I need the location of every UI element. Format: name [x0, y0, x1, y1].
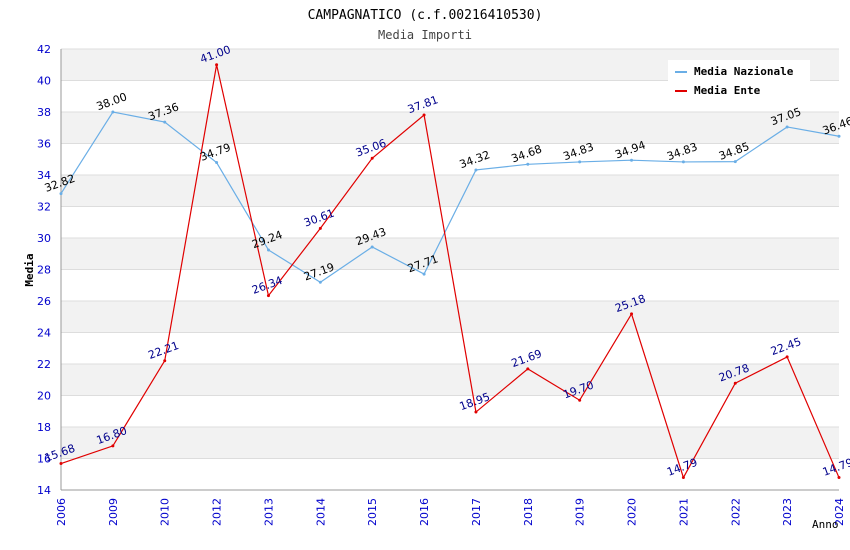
x-axis-label: Anno [812, 518, 839, 531]
legend: Media Nazionale Media Ente [668, 60, 810, 102]
data-label: 22.45 [769, 335, 803, 358]
y-tick-label: 38 [37, 106, 51, 119]
legend-label-media-nazionale: Media Nazionale [694, 65, 794, 78]
data-point [474, 168, 478, 172]
data-label: 14.79 [821, 456, 850, 479]
x-tick-label: 2014 [314, 498, 327, 526]
grid-band [61, 427, 839, 459]
data-point [681, 160, 685, 164]
x-tick-label: 2022 [729, 498, 742, 526]
grid-band [61, 112, 839, 144]
y-tick-label: 28 [37, 264, 51, 277]
x-tick-label: 2019 [574, 498, 587, 526]
data-point [111, 110, 115, 114]
x-tick-label: 2013 [262, 498, 275, 526]
y-tick-label: 32 [37, 201, 51, 214]
y-tick-label: 20 [37, 390, 51, 403]
data-point [215, 63, 219, 67]
x-tick-label: 2023 [781, 498, 794, 526]
grid-band [61, 301, 839, 333]
y-tick-label: 26 [37, 295, 51, 308]
data-point [837, 134, 841, 138]
x-tick-label: 2012 [211, 498, 224, 526]
grid-band [61, 364, 839, 396]
data-label: 34.32 [458, 148, 492, 171]
data-label: 26.34 [250, 274, 284, 297]
data-point [163, 120, 167, 124]
y-tick-label: 22 [37, 358, 51, 371]
y-tick-label: 36 [37, 138, 51, 151]
x-tick-label: 2006 [55, 498, 68, 526]
y-tick-label: 42 [37, 43, 51, 56]
data-point [318, 280, 322, 284]
x-tick-label: 2017 [470, 498, 483, 526]
series-layer [59, 63, 841, 480]
x-tick-label: 2010 [159, 498, 172, 526]
data-point [266, 294, 270, 298]
data-point [578, 398, 582, 402]
series-line-media-ente [60, 64, 840, 480]
x-axis-ticks: 2006 2009 2010 2012 2013 2014 2015 2016 2017 2018… [55, 498, 846, 526]
data-point [370, 156, 374, 160]
y-axis-ticks: 14 16 18 20 22 24 26 28 30 32 34 36 38 40 42 [37, 43, 51, 497]
x-tick-label: 2016 [418, 498, 431, 526]
y-tick-label: 16 [37, 453, 51, 466]
x-tick-label: 2024 [833, 498, 846, 526]
chart-title: CAMPAGNATICO (c.f.00216410530) [308, 8, 543, 23]
data-point [59, 462, 63, 466]
data-point [733, 381, 737, 385]
y-tick-label: 40 [37, 75, 51, 88]
data-point [59, 192, 63, 196]
data-point [215, 161, 219, 165]
x-tick-label: 2021 [677, 498, 690, 526]
data-point [837, 476, 841, 480]
data-point [422, 272, 426, 276]
data-point [526, 367, 530, 371]
y-tick-label: 14 [37, 484, 51, 497]
data-label: 30.61 [302, 207, 336, 230]
y-axis-label: Media [23, 253, 36, 286]
data-label: 22.21 [147, 339, 181, 362]
data-point [163, 359, 167, 363]
y-tick-label: 24 [37, 327, 51, 340]
data-label: 38.00 [95, 90, 129, 113]
series-line-media-nazionale [60, 111, 840, 283]
plot-background-bands [61, 49, 839, 459]
y-tick-label: 34 [37, 169, 51, 182]
data-point [111, 444, 115, 448]
data-label: 34.79 [198, 141, 232, 164]
data-point [630, 158, 634, 162]
x-tick-label: 2009 [107, 498, 120, 526]
x-tick-label: 2020 [626, 498, 639, 526]
data-point [630, 312, 634, 316]
y-tick-label: 18 [37, 421, 51, 434]
legend-label-media-ente: Media Ente [694, 84, 761, 97]
data-label: 15.68 [43, 442, 77, 465]
legend-box [668, 60, 810, 102]
data-point [681, 476, 685, 480]
x-tick-label: 2018 [522, 498, 535, 526]
data-label: 34.68 [510, 143, 544, 166]
data-point [318, 226, 322, 230]
grid-band [61, 175, 839, 207]
data-point [526, 162, 530, 166]
data-point [785, 355, 789, 359]
data-point [474, 410, 478, 414]
data-point [370, 245, 374, 249]
y-tick-label: 30 [37, 232, 51, 245]
data-point [785, 125, 789, 129]
x-tick-label: 2015 [366, 498, 379, 526]
data-point [578, 160, 582, 164]
data-point [733, 160, 737, 164]
data-point [266, 248, 270, 252]
data-point [422, 113, 426, 117]
chart-subtitle: Media Importi [378, 28, 472, 42]
